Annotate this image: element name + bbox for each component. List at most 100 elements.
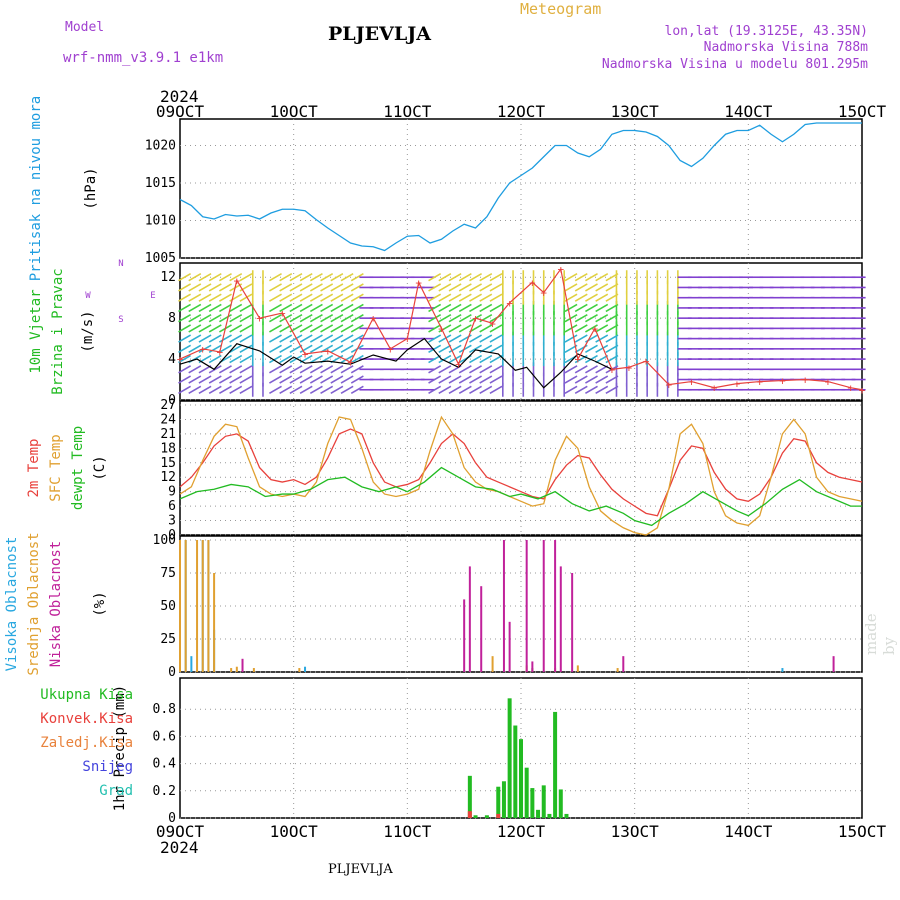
- wind-barb: [479, 354, 493, 364]
- mid_cloud-bar: [235, 666, 238, 672]
- wind-barb: [219, 334, 232, 343]
- temp2m-line: [179, 428, 863, 517]
- gust-marker: +: [370, 312, 377, 325]
- wind-barb: [229, 354, 243, 364]
- total_precip-bar: [564, 813, 569, 818]
- gust-marker: +: [489, 317, 496, 330]
- wind-barb: [178, 334, 192, 343]
- compass-w: W: [85, 291, 91, 301]
- total_precip-bar: [513, 725, 518, 818]
- y-tick-label: 18: [160, 441, 176, 456]
- wind-barb: [320, 283, 334, 292]
- wind-barb: [198, 293, 212, 302]
- y-tick-label: 25: [160, 632, 176, 647]
- gust-marker: +: [734, 378, 741, 391]
- wind-barb: [438, 273, 452, 282]
- wind-barb: [289, 375, 303, 384]
- top-axis-date: 12OCT: [497, 102, 546, 121]
- wind-barb: [330, 273, 344, 282]
- elevation-label: Nadmorska Visina 788m: [703, 40, 868, 55]
- total_precip-bar: [541, 785, 546, 818]
- gust-marker: +: [302, 348, 309, 361]
- wind-barb: [198, 385, 212, 394]
- wind-barb: [309, 344, 323, 354]
- wind-barb: [340, 273, 354, 282]
- bottom-axis-date: 11OCT: [383, 822, 432, 841]
- wind-barb: [489, 375, 503, 384]
- wind-barb: [438, 344, 452, 354]
- wind-barb: [438, 283, 452, 292]
- wind-barb: [438, 334, 452, 343]
- gust-marker: +: [455, 358, 462, 371]
- total_precip-bar: [519, 739, 523, 818]
- wind-barb: [309, 313, 323, 323]
- top-axis-year: 2024: [160, 87, 199, 106]
- y-tick-label: 6: [168, 499, 176, 514]
- bottom-axis-date: 09OCT: [156, 822, 205, 841]
- pressure-line: [179, 122, 862, 252]
- wind-barb: [428, 385, 442, 394]
- wind-barb: [269, 273, 282, 282]
- wind-barb: [289, 313, 303, 323]
- y-axis-label: Niska Oblacnost: [48, 541, 64, 667]
- wind-barb: [330, 283, 344, 292]
- conv_precip-bar: [496, 813, 501, 818]
- wind-barb: [320, 365, 334, 374]
- wind-barb: [178, 303, 192, 313]
- mid_cloud-bar: [196, 540, 199, 672]
- wind-barb: [289, 273, 303, 282]
- gust-marker: +: [575, 353, 582, 366]
- wind-barb: [350, 293, 364, 302]
- precip-legend-item: Konvek.Kisa: [40, 711, 133, 727]
- wind-barb: [469, 334, 482, 343]
- wind-barb: [239, 334, 253, 343]
- total_precip-bar: [536, 809, 541, 818]
- wind-barb: [479, 385, 493, 394]
- wind-barb: [229, 293, 243, 302]
- gust-marker: +: [324, 345, 331, 358]
- wind-barb: [428, 324, 442, 333]
- wind-barb: [489, 354, 503, 364]
- wind-barb: [564, 283, 578, 292]
- wind-barb: [458, 293, 472, 302]
- mid_cloud-bar: [491, 656, 494, 672]
- wind-barb: [574, 375, 588, 384]
- wind-barb: [330, 385, 344, 394]
- wind-barb: [585, 344, 598, 354]
- wind-barb: [428, 283, 442, 292]
- wind-barb: [229, 303, 243, 313]
- y-tick-label: 0: [168, 811, 176, 826]
- wind-barb: [350, 385, 364, 394]
- wind-barb: [299, 344, 313, 354]
- wind-barb: [299, 365, 313, 374]
- wind-barb: [309, 293, 323, 302]
- wind-barb: [219, 293, 232, 302]
- y-axis-label: Brzina i Pravac: [50, 268, 66, 394]
- wind-barb: [279, 365, 293, 374]
- wind-barb: [350, 273, 364, 282]
- wind-barb: [309, 354, 323, 364]
- wind-barb: [458, 334, 472, 343]
- gust-marker: +: [779, 375, 786, 388]
- gust-marker: +: [802, 374, 809, 387]
- wind-barb: [340, 385, 354, 394]
- wind-barb: [289, 293, 303, 302]
- wind-barb: [229, 375, 243, 384]
- y-tick-label: 9: [168, 485, 176, 500]
- wind-barb: [458, 344, 472, 354]
- total_precip-bar: [524, 767, 529, 818]
- gust-marker: +: [609, 363, 616, 376]
- y-tick-label: 0.6: [153, 729, 176, 744]
- wind-barb: [479, 303, 493, 313]
- gust-marker: +: [665, 379, 672, 392]
- wind-barb: [219, 273, 232, 282]
- precip-legend-item: Zaledj.Kisa: [40, 735, 133, 751]
- y-tick-label: 1005: [145, 251, 176, 266]
- wind-barb: [188, 334, 202, 343]
- wind-barb: [279, 303, 293, 313]
- y-tick-label: 1020: [145, 139, 176, 154]
- gust-marker: +: [256, 312, 263, 325]
- wind-barb: [585, 324, 598, 333]
- wind-barb: [585, 365, 598, 374]
